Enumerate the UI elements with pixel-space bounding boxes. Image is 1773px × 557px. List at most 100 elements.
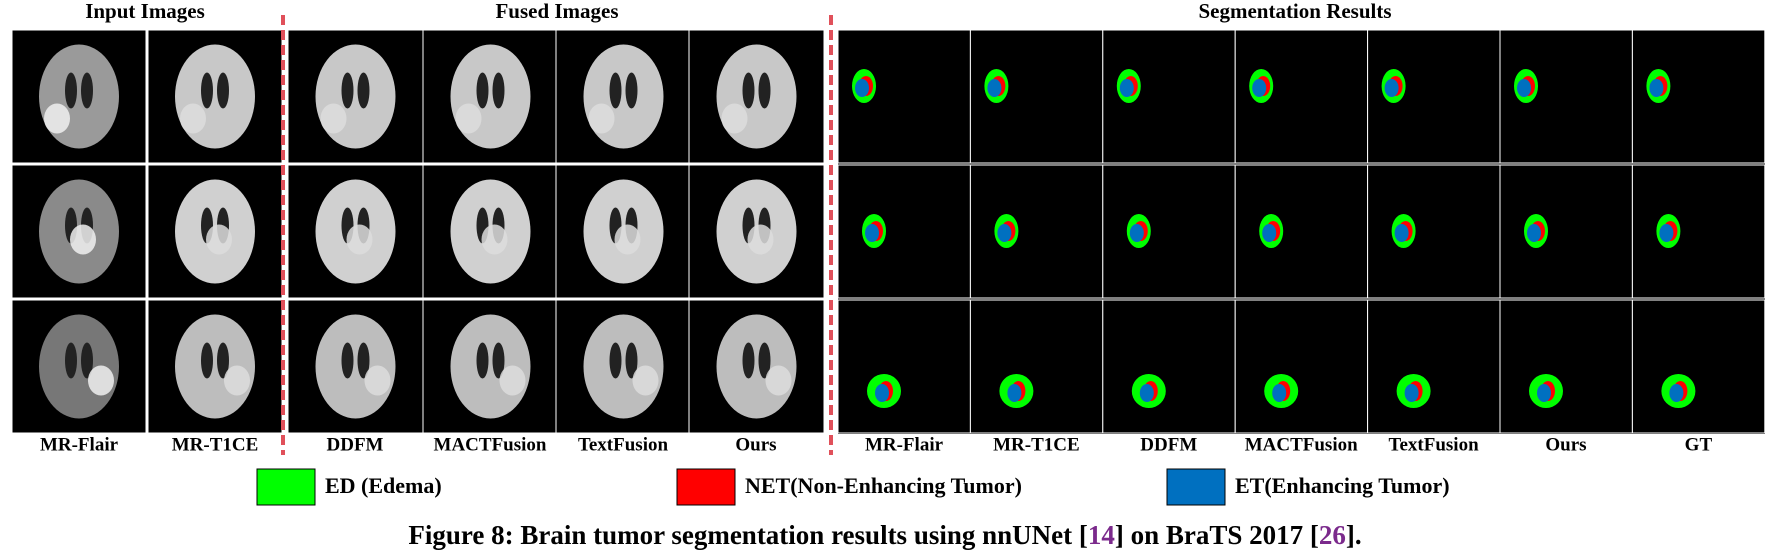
segmentation-tile bbox=[1631, 164, 1766, 299]
ventricle bbox=[357, 72, 370, 109]
ventricle bbox=[65, 72, 77, 109]
caption-text: ] on BraTS 2017 [ bbox=[1115, 520, 1319, 550]
segmentation-tile bbox=[969, 29, 1104, 164]
ventricle bbox=[217, 342, 229, 379]
brain bbox=[39, 314, 119, 419]
segmentation-tile bbox=[1499, 164, 1633, 299]
enhancing bbox=[1649, 79, 1664, 97]
enhancing bbox=[1272, 384, 1287, 402]
lesion bbox=[481, 224, 508, 255]
lesion bbox=[499, 365, 526, 396]
enhancing bbox=[1404, 384, 1419, 402]
lesion bbox=[44, 103, 70, 134]
enhancing bbox=[875, 384, 889, 402]
column-label: MACTFusion bbox=[1245, 434, 1358, 455]
enhancing bbox=[1517, 79, 1531, 97]
ventricle bbox=[742, 72, 755, 109]
column-label: MR-Flair bbox=[865, 434, 944, 455]
caption-ref: 14 bbox=[1088, 520, 1115, 550]
segmentation-tile bbox=[1102, 164, 1236, 299]
segmentation-tile bbox=[969, 299, 1104, 434]
ventricle bbox=[492, 72, 505, 109]
segmentation-tile bbox=[1499, 299, 1633, 434]
legend-swatch bbox=[256, 468, 316, 506]
enhancing bbox=[1537, 384, 1551, 402]
lesion bbox=[70, 224, 96, 255]
segmentation-tile bbox=[837, 299, 971, 434]
caption-text: Figure 8: Brain tumor segmentation resul… bbox=[408, 520, 1088, 550]
lesion bbox=[721, 103, 748, 134]
legend-swatch bbox=[676, 468, 736, 506]
segmentation-tile bbox=[1631, 299, 1766, 434]
enhancing bbox=[987, 79, 1002, 97]
brain bbox=[583, 314, 664, 419]
ventricle bbox=[625, 72, 638, 109]
lesion bbox=[614, 224, 641, 255]
lesion bbox=[588, 103, 615, 134]
legend-swatch bbox=[1166, 468, 1226, 506]
column-label: GT bbox=[1685, 434, 1713, 455]
enhancing bbox=[1139, 384, 1154, 402]
lesion bbox=[224, 365, 250, 396]
column-label: MR-T1CE bbox=[172, 434, 259, 455]
segmentation-tile bbox=[969, 164, 1104, 299]
brain bbox=[450, 44, 531, 149]
ventricle bbox=[758, 342, 771, 379]
enhancing bbox=[865, 224, 879, 242]
caption-ref: 26 bbox=[1319, 520, 1346, 550]
brain bbox=[175, 44, 255, 149]
enhancing bbox=[1527, 224, 1541, 242]
enhancing bbox=[997, 224, 1012, 242]
lesion bbox=[455, 103, 482, 134]
lesion bbox=[88, 365, 114, 396]
section-header: Segmentation Results bbox=[1198, 0, 1391, 23]
lesion bbox=[180, 103, 206, 134]
enhancing bbox=[1119, 79, 1134, 97]
column-label: MACTFusion bbox=[434, 434, 547, 455]
lesion bbox=[346, 224, 373, 255]
legend-label: ET(Enhancing Tumor) bbox=[1235, 473, 1450, 498]
column-label: TextFusion bbox=[578, 434, 669, 455]
column-label: Ours bbox=[735, 434, 776, 455]
segmentation-tile bbox=[837, 164, 971, 299]
brain bbox=[315, 314, 396, 419]
enhancing bbox=[1262, 224, 1277, 242]
ventricle bbox=[609, 72, 622, 109]
enhancing bbox=[1384, 79, 1399, 97]
enhancing bbox=[855, 79, 869, 97]
segmentation-tile bbox=[1367, 299, 1501, 434]
lesion bbox=[632, 365, 659, 396]
ventricle bbox=[625, 342, 638, 379]
lesion bbox=[320, 103, 347, 134]
ventricle bbox=[476, 342, 489, 379]
ventricle bbox=[742, 342, 755, 379]
section-header: Input Images bbox=[85, 0, 205, 23]
ventricle bbox=[609, 342, 622, 379]
enhancing bbox=[1129, 224, 1144, 242]
ventricle bbox=[81, 342, 93, 379]
column-label: TextFusion bbox=[1389, 434, 1480, 455]
ventricle bbox=[492, 342, 505, 379]
segmentation-tile bbox=[1234, 164, 1369, 299]
enhancing bbox=[1252, 79, 1267, 97]
segmentation-tile bbox=[1102, 299, 1236, 434]
brain bbox=[450, 314, 531, 419]
column-label: Ours bbox=[1545, 434, 1586, 455]
legend-label: ED (Edema) bbox=[325, 473, 442, 498]
enhancing bbox=[1669, 384, 1684, 402]
ventricle bbox=[201, 342, 213, 379]
lesion bbox=[206, 224, 232, 255]
brain bbox=[716, 44, 797, 149]
ventricle bbox=[65, 342, 77, 379]
lesion bbox=[765, 365, 792, 396]
brain bbox=[716, 314, 797, 419]
column-label: DDFM bbox=[327, 434, 384, 455]
brain bbox=[175, 314, 255, 419]
segmentation-tile bbox=[1367, 164, 1501, 299]
ventricle bbox=[341, 342, 354, 379]
ventricle bbox=[217, 72, 229, 109]
ventricle bbox=[476, 72, 489, 109]
ventricle bbox=[758, 72, 771, 109]
